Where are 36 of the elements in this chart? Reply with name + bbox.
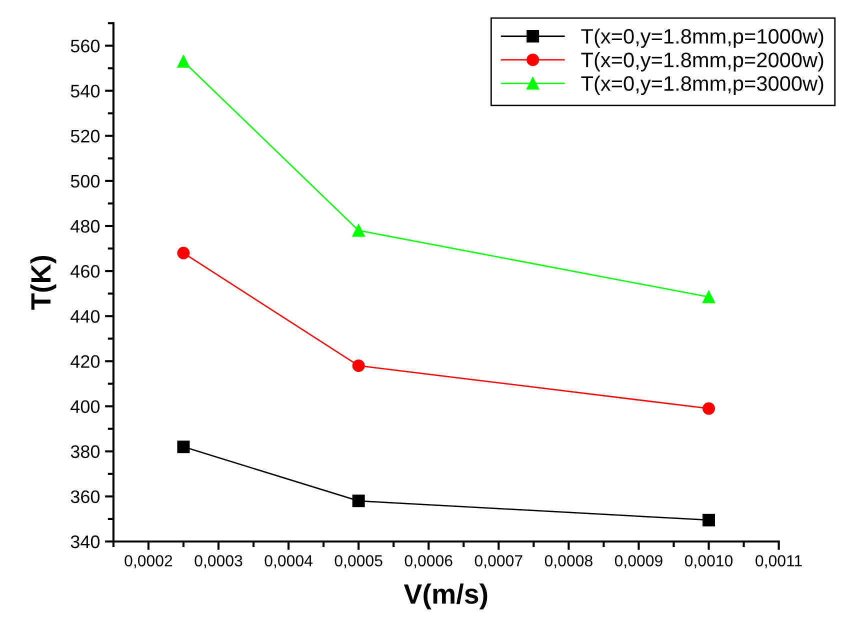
point	[177, 55, 190, 68]
x-tick-label: 0,0008	[544, 555, 592, 568]
x-tick-label: 0,0009	[614, 555, 662, 568]
point	[702, 514, 716, 526]
point	[702, 402, 716, 415]
point	[177, 246, 190, 260]
y-axis-title: T(K)	[30, 256, 56, 310]
x-tick-label: 0,0006	[404, 555, 452, 568]
y-tick-label: 400	[70, 400, 100, 413]
y-tick-label: 500	[70, 174, 100, 188]
x-tick-label: 0,0010	[684, 555, 733, 568]
y-tick-label: 460	[70, 264, 100, 278]
point	[352, 224, 365, 237]
legend-label: T(x=0,y=1.8mm,p=1000w)	[581, 28, 824, 48]
y-tick-label: 440	[70, 310, 100, 323]
y-tick-label: 480	[70, 220, 100, 233]
point	[352, 494, 365, 508]
x-tick-label: 0,0004	[264, 555, 312, 568]
y-tick-label: 360	[70, 490, 100, 504]
y-tick-label: 540	[70, 84, 100, 98]
point	[177, 440, 190, 454]
x-tick-label: 0,0002	[124, 555, 172, 568]
x-tick-label: 0,0005	[334, 555, 382, 568]
x-tick-label: 0,0003	[194, 555, 242, 568]
point	[352, 359, 365, 372]
y-tick-label: 560	[70, 40, 100, 52]
y-tick-label: 340	[70, 535, 100, 548]
y-tick-label: 420	[70, 355, 100, 368]
legend-label: T(x=0,y=1.8mm,p=3000w)	[581, 76, 824, 96]
x-tick-label: 0,0007	[474, 555, 522, 568]
point	[702, 290, 716, 304]
legend-label: T(x=0,y=1.8mm,p=2000w)	[581, 52, 824, 72]
y-tick-label: 380	[70, 445, 100, 458]
y-tick-label: 520	[70, 130, 100, 143]
x-axis-title: V(m/s)	[404, 583, 488, 610]
x-tick-label: 0,0011	[756, 555, 802, 568]
